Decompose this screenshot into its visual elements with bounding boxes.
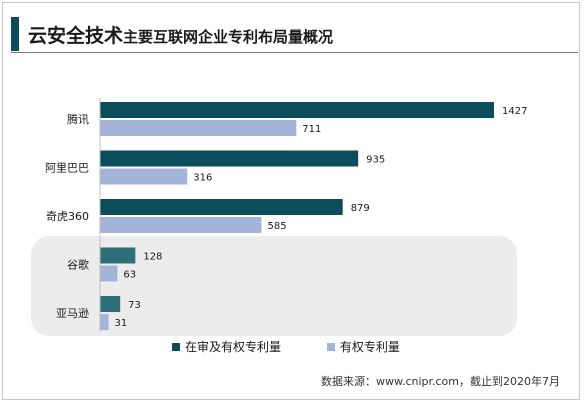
bar-series-2 [100, 168, 188, 185]
data-label-series-1: 1427 [502, 106, 527, 117]
bar-series-2 [100, 120, 297, 136]
data-label-series-1: 73 [128, 300, 141, 311]
legend: 在审及有权专利量 有权专利量 [172, 338, 442, 355]
category-label: 谷歌 [67, 258, 89, 272]
chart-title: 云安全技术主要互联网企业专利布局量概况 [28, 21, 333, 48]
bar-series-2 [100, 314, 109, 330]
bar-series-1 [100, 102, 494, 118]
category-label: 阿里巴巴 [45, 162, 89, 175]
chart-title-sub: 主要互联网企业专利布局量概况 [123, 28, 334, 46]
bar-series-1 [100, 247, 136, 264]
bar-series-1 [100, 150, 359, 167]
legend-label-series-1: 在审及有权专利量 [185, 340, 282, 354]
title-accent-bar [11, 17, 19, 51]
legend-item-series-1: 在审及有权专利量 [172, 338, 281, 355]
legend-item-series-2: 有权专利量 [326, 338, 400, 355]
bar-series-2 [100, 217, 262, 233]
category-label: 亚马逊 [56, 307, 89, 320]
category-label: 腾讯 [67, 112, 89, 126]
title-divider [11, 52, 578, 53]
bar-series-1 [100, 296, 121, 312]
data-label-series-2: 585 [268, 221, 287, 232]
data-label-series-2: 31 [115, 318, 128, 329]
bar-series-1 [100, 199, 343, 215]
legend-label-series-2: 有权专利量 [339, 340, 400, 354]
bar-series-2 [100, 265, 118, 282]
data-label-series-2: 711 [302, 124, 321, 135]
data-label-series-1: 935 [366, 155, 385, 166]
source-note: 数据来源：www.cnipr.com，截止到2020年7月 [320, 375, 560, 388]
data-label-series-1: 879 [351, 203, 370, 214]
data-label-series-1: 128 [143, 252, 162, 263]
data-label-series-2: 63 [123, 270, 136, 281]
legend-swatch-series-1 [172, 342, 180, 351]
legend-swatch-series-2 [326, 342, 335, 351]
category-label: 奇虎360 [46, 210, 89, 223]
chart-title-main: 云安全技术 [28, 25, 124, 47]
data-label-series-2: 316 [193, 173, 212, 184]
